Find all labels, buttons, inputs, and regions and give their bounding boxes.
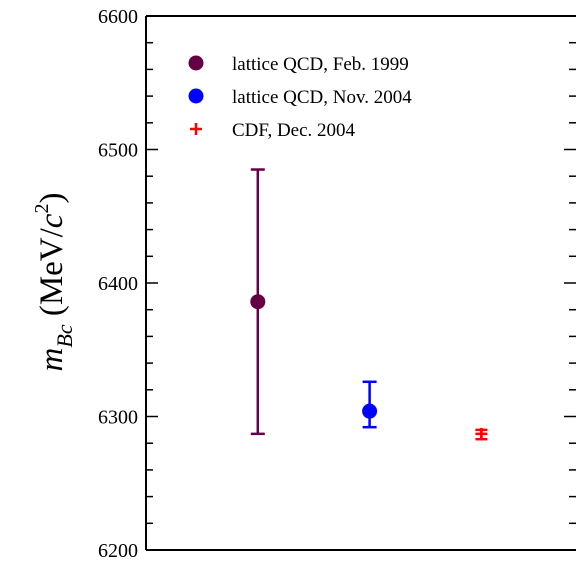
y-tick-label: 6600 xyxy=(98,6,138,28)
y-tick-label: 6200 xyxy=(98,540,138,562)
data-point-1 xyxy=(362,403,378,419)
data-marks xyxy=(250,168,488,441)
y-axis-label-symbol: m xyxy=(34,348,70,372)
y-tick-label: 6300 xyxy=(98,407,138,429)
y-axis-ticks xyxy=(146,15,576,551)
legend-marker-1 xyxy=(188,88,204,104)
legend-label-0: lattice QCD, Feb. 1999 xyxy=(232,54,409,75)
legend-label-2: CDF, Dec. 2004 xyxy=(232,120,356,141)
y-tick-label: 6500 xyxy=(98,140,138,162)
y-axis-label-subscript: Bc xyxy=(52,324,77,347)
y-axis-label-unit-close: ) xyxy=(34,193,70,204)
y-axis-label-unit-c: c xyxy=(34,213,70,228)
y-axis-label: mBc (MeV/c2) xyxy=(31,193,77,372)
y-axis-label-unit-open: (MeV/ xyxy=(34,227,70,324)
y-tick-label: 6400 xyxy=(98,273,138,295)
legend-marker-0 xyxy=(188,55,204,71)
legend-label-1: lattice QCD, Nov. 2004 xyxy=(232,87,412,108)
legend: lattice QCD, Feb. 1999 lattice QCD, Nov. … xyxy=(188,54,412,141)
y-axis-label-unit-sup: 2 xyxy=(31,204,53,214)
y-axis-tick-labels: 6200 6300 6400 6500 6600 xyxy=(98,6,138,562)
data-point-0 xyxy=(250,294,266,310)
